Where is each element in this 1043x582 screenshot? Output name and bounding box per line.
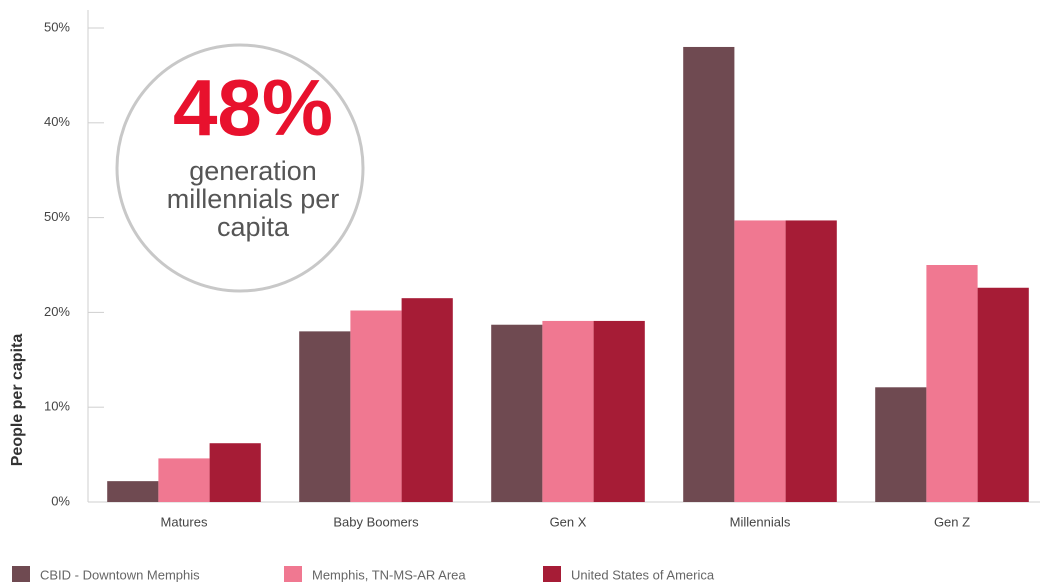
legend-label: CBID - Downtown Memphis (40, 567, 200, 582)
y-tick-label: 50% (44, 209, 70, 224)
x-tick-label: Gen X (550, 514, 587, 529)
bar (158, 458, 210, 502)
y-tick-label: 50% (44, 19, 70, 34)
bar (734, 220, 786, 502)
bar (926, 265, 978, 502)
bar (491, 324, 543, 502)
legend-swatch (284, 566, 302, 582)
y-tick-label: 0% (51, 493, 70, 508)
annotation-text: millennials per (167, 184, 340, 214)
bar (209, 443, 261, 502)
annotation-headline: 48% (173, 63, 333, 152)
bar (875, 387, 927, 502)
bar (977, 287, 1029, 502)
bar (401, 298, 453, 502)
x-tick-label: Matures (161, 514, 208, 529)
legend-swatch (543, 566, 561, 582)
annotation-text: generation (189, 156, 317, 186)
x-tick-label: Baby Boomers (333, 514, 419, 529)
y-axis-label: People per capita (9, 334, 26, 467)
x-tick-label: Gen Z (934, 514, 970, 529)
bar (350, 310, 402, 502)
legend-label: United States of America (571, 567, 715, 582)
annotation-text: capita (217, 212, 290, 242)
bar (107, 481, 159, 502)
legend-label: Memphis, TN-MS-AR Area (312, 567, 466, 582)
y-tick-label: 20% (44, 304, 70, 319)
bar (299, 331, 351, 502)
y-tick-label: 10% (44, 399, 70, 414)
x-tick-label: Millennials (730, 514, 791, 529)
bar (593, 320, 645, 502)
y-tick-label: 40% (44, 114, 70, 129)
bar (785, 220, 837, 502)
annotation-circle (115, 43, 365, 293)
bar (683, 46, 735, 503)
bar (542, 320, 594, 502)
legend-swatch (12, 566, 30, 582)
